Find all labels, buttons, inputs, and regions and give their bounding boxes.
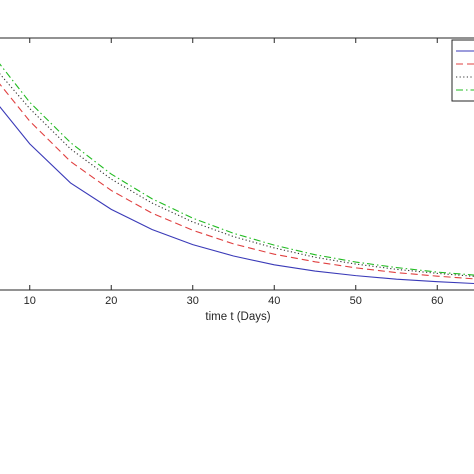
x-tick-label: 30 <box>187 295 199 307</box>
x-ticks: 10 20 30 40 50 60 <box>24 38 443 307</box>
axes-frame <box>0 37 474 291</box>
series-line-2 <box>0 83 474 280</box>
series-line-1 <box>0 106 474 285</box>
legend-box <box>451 39 474 102</box>
series-line-4 <box>0 63 474 276</box>
x-axis-title: time t (Days) <box>205 311 270 323</box>
series-lines <box>0 63 474 285</box>
x-tick-label: 40 <box>268 295 280 307</box>
x-tick-label: 20 <box>105 295 117 307</box>
series-line-3 <box>0 73 474 277</box>
x-tick-label: 60 <box>431 295 443 307</box>
x-tick-label: 10 <box>24 295 36 307</box>
legend <box>451 39 474 102</box>
x-tick-label: 50 <box>350 295 362 307</box>
